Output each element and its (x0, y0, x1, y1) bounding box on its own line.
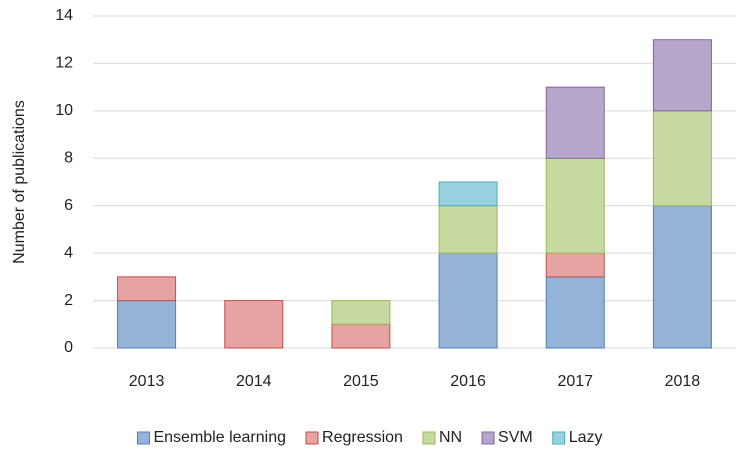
bar-segment (652, 39, 712, 112)
legend-label: Regression (322, 429, 403, 446)
bar-segment (117, 300, 177, 349)
legend-swatch (305, 431, 319, 445)
bar-segment (438, 205, 498, 254)
bar-segment (652, 110, 712, 207)
y-tick-label: 14 (55, 7, 73, 24)
bar-segment (117, 276, 177, 302)
y-tick-label: 8 (64, 150, 73, 167)
y-tick-label: 4 (64, 244, 73, 261)
x-tick-label: 2017 (557, 373, 593, 390)
bar-segment (545, 86, 605, 159)
x-tick-label: 2014 (236, 373, 272, 390)
y-tick-label: 12 (55, 55, 73, 72)
x-tick-label: 2018 (665, 373, 701, 390)
legend-label: SVM (498, 429, 533, 446)
y-tick-label: 10 (55, 102, 73, 119)
legend-label: Lazy (569, 429, 603, 446)
bar-segment (545, 157, 605, 254)
legend: Ensemble learning Regression NN SVM Lazy (136, 429, 603, 446)
y-tick-label: 2 (64, 292, 73, 309)
legend-swatch (422, 431, 436, 445)
x-tick-label: 2015 (343, 373, 379, 390)
legend-swatch (481, 431, 495, 445)
y-axis-label: Number of publications (11, 100, 28, 264)
bar-segment (438, 252, 498, 349)
bar-segment (438, 181, 498, 207)
y-tick-label: 6 (64, 197, 73, 214)
bar-segment (545, 252, 605, 278)
bar-segment (331, 323, 391, 349)
bar-segment (545, 276, 605, 349)
bar-segment (331, 300, 391, 325)
bar-segment (224, 300, 284, 349)
legend-swatch (552, 431, 566, 445)
legend-label: Ensemble learning (153, 429, 286, 446)
y-tick-label: 0 (64, 339, 73, 356)
bar-segment (652, 205, 712, 349)
legend-swatch (136, 431, 150, 445)
legend-label: NN (439, 429, 462, 446)
x-tick-label: 2013 (129, 373, 165, 390)
x-tick-label: 2016 (450, 373, 486, 390)
